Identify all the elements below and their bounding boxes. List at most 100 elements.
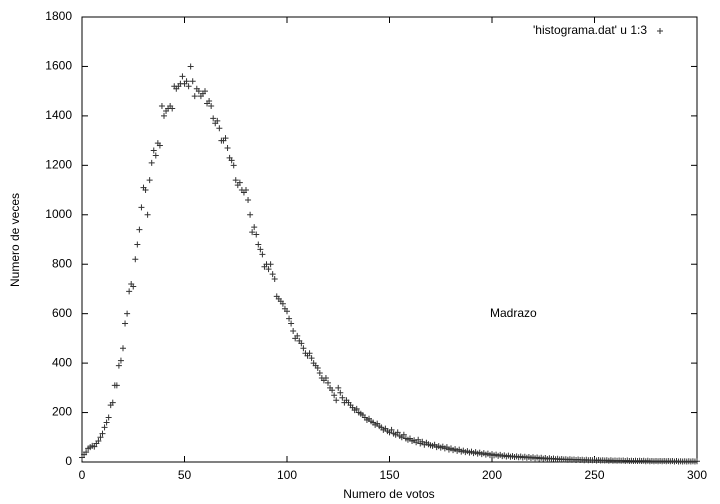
point	[284, 308, 290, 315]
point	[161, 112, 167, 119]
point	[232, 177, 239, 184]
point	[202, 88, 208, 95]
legend-marker	[657, 28, 663, 34]
point	[298, 340, 305, 347]
point	[101, 424, 108, 431]
point	[279, 300, 286, 307]
point	[300, 345, 307, 352]
point	[331, 392, 338, 399]
point	[156, 142, 163, 149]
point	[314, 365, 321, 372]
annotation: Madrazo	[490, 306, 537, 320]
point	[103, 419, 110, 426]
point	[236, 179, 243, 186]
point	[243, 187, 249, 194]
point	[259, 251, 266, 258]
point	[247, 211, 254, 218]
point	[95, 437, 102, 444]
point	[91, 443, 98, 450]
y-tick-label: 1000	[45, 207, 72, 221]
point	[228, 157, 235, 164]
point	[388, 426, 395, 433]
point	[150, 147, 157, 154]
y-tick-label: 1400	[45, 108, 72, 122]
y-tick-label: 200	[52, 405, 72, 419]
point	[325, 379, 331, 386]
point	[183, 78, 190, 85]
point	[83, 449, 90, 456]
point	[251, 224, 258, 231]
point	[132, 256, 139, 263]
y-tick-label: 600	[52, 306, 72, 320]
point	[120, 345, 126, 352]
point	[117, 357, 124, 364]
point	[126, 288, 133, 295]
point	[109, 399, 116, 406]
point	[136, 226, 143, 233]
point	[353, 405, 360, 412]
point	[294, 332, 301, 339]
point	[329, 387, 336, 394]
point	[339, 394, 346, 401]
point	[122, 320, 129, 327]
point	[142, 187, 149, 194]
point	[206, 98, 213, 105]
point	[257, 246, 264, 253]
x-tick-label: 250	[584, 468, 604, 482]
point	[216, 125, 223, 132]
point	[265, 266, 272, 273]
point	[130, 283, 137, 290]
point	[694, 458, 700, 465]
point	[210, 115, 217, 122]
y-tick-label: 1200	[45, 158, 72, 172]
point	[394, 429, 401, 436]
y-tick-label: 400	[52, 355, 72, 369]
point	[255, 241, 262, 248]
y-tick-label: 800	[52, 256, 72, 270]
point	[208, 103, 215, 109]
point	[335, 384, 342, 391]
point	[97, 434, 104, 441]
point	[214, 117, 221, 124]
point	[222, 135, 229, 142]
legend-label: 'histograma.dat' u 1:3	[533, 23, 647, 37]
point	[187, 63, 194, 70]
point	[191, 93, 198, 100]
point	[288, 320, 295, 327]
point	[249, 229, 256, 236]
point	[105, 414, 112, 421]
point	[337, 389, 344, 396]
point	[179, 73, 186, 80]
point	[115, 362, 122, 369]
point	[124, 310, 131, 317]
point	[306, 350, 313, 357]
point	[158, 103, 165, 109]
point	[230, 162, 237, 169]
point	[415, 436, 422, 443]
x-tick-label: 150	[379, 468, 399, 482]
x-tick-label: 50	[178, 468, 192, 482]
x-tick-label: 200	[482, 468, 502, 482]
point	[333, 397, 340, 404]
point	[267, 261, 274, 268]
point	[290, 327, 297, 334]
point	[138, 204, 145, 211]
point	[148, 159, 155, 166]
point	[316, 370, 323, 376]
point	[146, 177, 153, 184]
x-tick-label: 300	[687, 468, 707, 482]
point	[134, 241, 141, 248]
point	[169, 105, 176, 112]
point	[245, 196, 252, 203]
point	[144, 211, 151, 218]
point	[286, 315, 293, 322]
y-tick-label: 1800	[45, 9, 72, 23]
point	[271, 276, 278, 283]
point	[152, 152, 159, 159]
point	[224, 145, 231, 152]
point	[322, 374, 329, 381]
point	[99, 430, 106, 437]
point	[308, 355, 315, 362]
